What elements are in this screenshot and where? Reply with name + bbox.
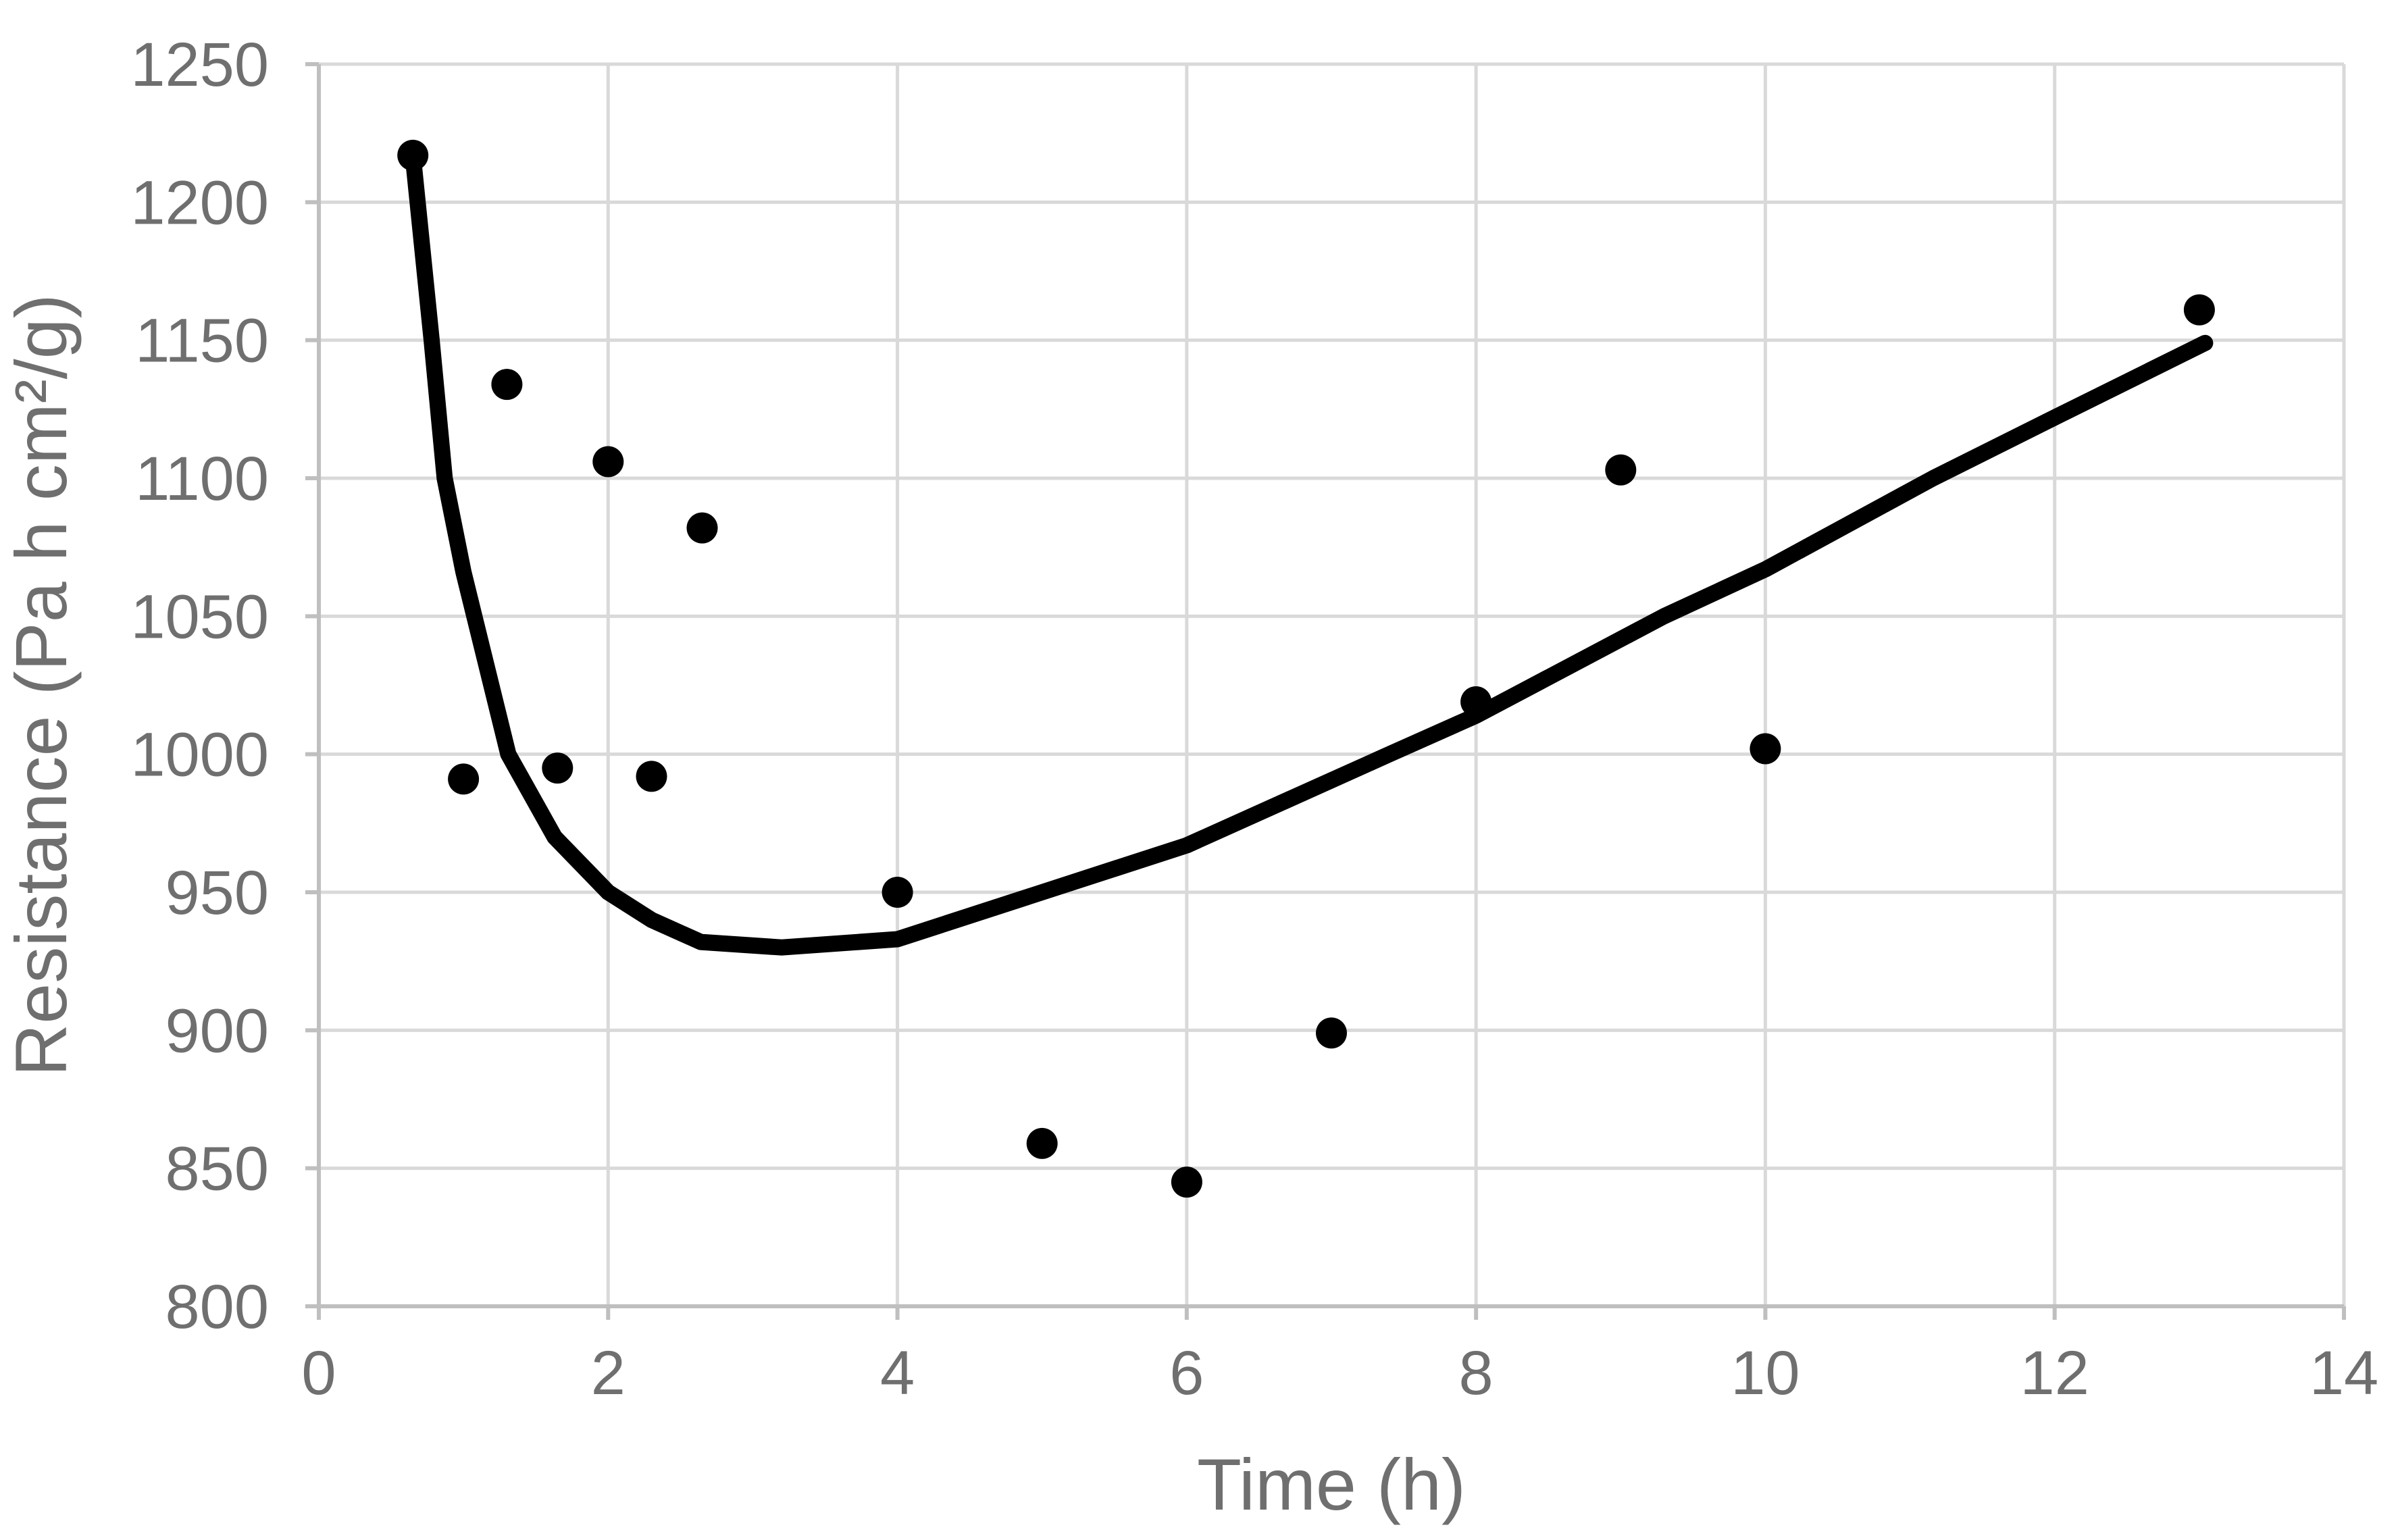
scatter-point-series: [397, 139, 2215, 1198]
data-point: [882, 877, 913, 908]
data-point: [1026, 1127, 1058, 1159]
y-tick-label: 800: [165, 1273, 270, 1341]
data-point: [592, 446, 624, 478]
y-tick-label: 1150: [135, 307, 269, 376]
y-tick-label: 850: [165, 1135, 270, 1204]
y-tick-label: 950: [165, 858, 270, 927]
data-point: [448, 763, 480, 795]
y-tick-label: 1250: [130, 30, 269, 99]
x-tick-label: 10: [1731, 1339, 1800, 1408]
data-point: [542, 752, 573, 784]
y-tick-label: 900: [165, 996, 270, 1065]
gridlines: [319, 62, 2346, 1306]
data-point: [1171, 1166, 1202, 1198]
trend-line: [405, 147, 2214, 956]
y-tick-label: 1000: [130, 721, 269, 790]
data-point: [636, 761, 667, 792]
tick-marks: [305, 62, 2346, 1320]
data-point: [1460, 686, 1492, 717]
trend-line-series: [405, 147, 2214, 956]
data-point: [2183, 294, 2215, 326]
data-point: [397, 139, 429, 171]
data-point: [686, 512, 718, 544]
x-tick-label: 14: [2310, 1339, 2378, 1408]
y-axis-title: Resistance (Pa h cm²/g): [0, 294, 82, 1076]
data-point: [491, 369, 523, 401]
x-tick-label: 8: [1459, 1339, 1494, 1408]
x-tick-label: 2: [591, 1339, 626, 1408]
data-point: [1316, 1017, 1347, 1049]
x-axis-title: Time (h): [1197, 1443, 1466, 1525]
x-tick-label: 6: [1169, 1339, 1204, 1408]
data-point: [1605, 454, 1637, 486]
data-point: [1750, 733, 1781, 765]
y-axis-tick-labels: 800 850 900 950 1000 1050 1100 1150 1200 1250: [130, 30, 269, 1341]
y-tick-label: 1050: [130, 582, 269, 651]
x-tick-label: 12: [2020, 1339, 2089, 1408]
y-tick-label: 1100: [135, 444, 269, 513]
axis-lines: [317, 64, 2344, 1308]
x-tick-label: 4: [880, 1339, 915, 1408]
y-tick-label: 1200: [130, 168, 269, 237]
x-tick-label: 0: [301, 1339, 336, 1408]
x-axis-tick-labels: 0 2 4 6 8 10 12 14: [301, 1339, 2378, 1408]
